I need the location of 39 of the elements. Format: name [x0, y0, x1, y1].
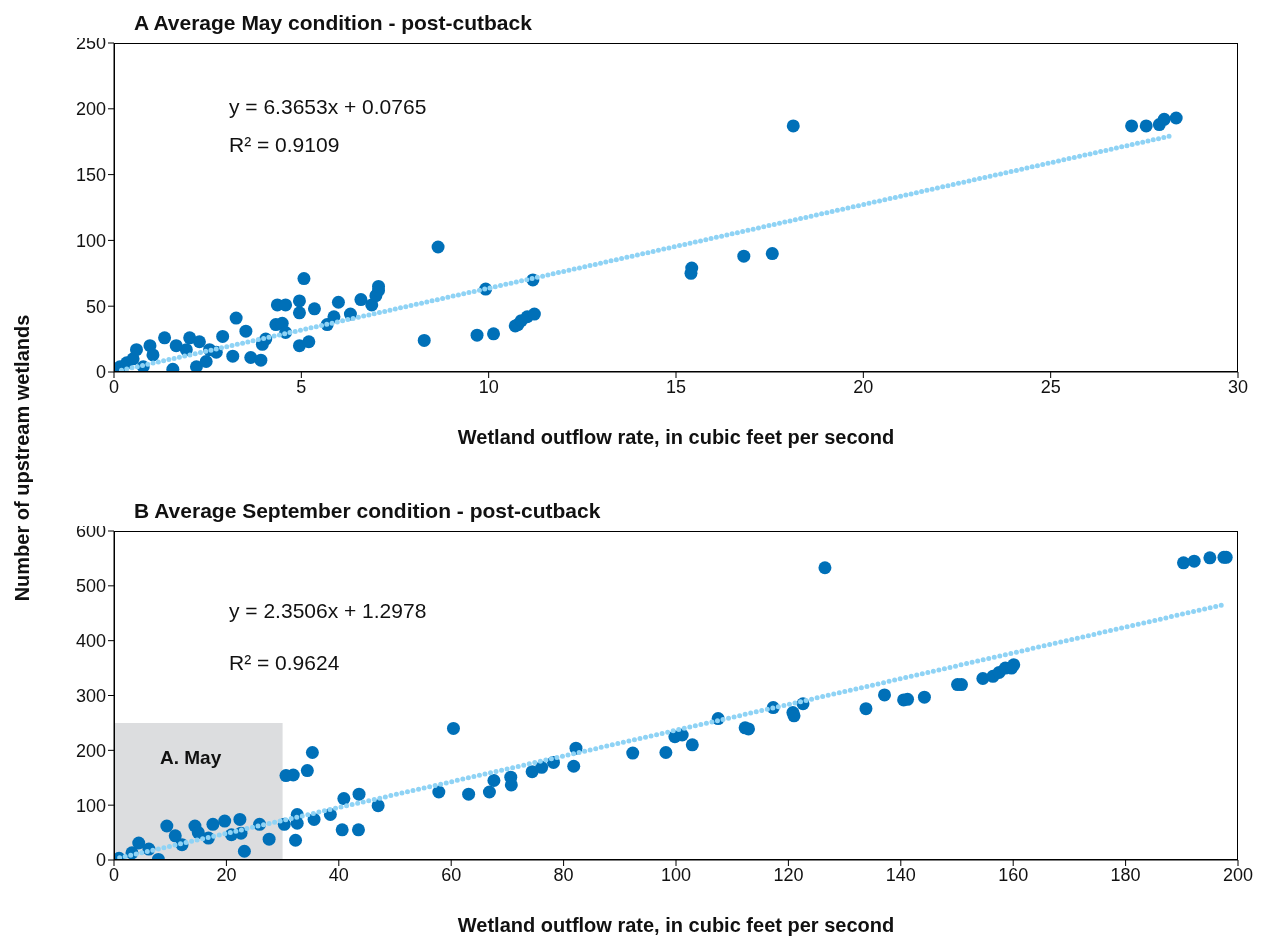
y-tick-label: 0	[95, 850, 106, 871]
x-tick-label: 120	[773, 864, 804, 885]
x-tick-label: 140	[885, 864, 916, 885]
x-axis-title: Wetland outflow rate, in cubic feet per second	[457, 426, 895, 448]
annotation: R² = 0.9624	[229, 651, 340, 675]
x-tick-label: 200	[1222, 864, 1254, 885]
annotation: y = 2.3506x + 1.2978	[229, 599, 427, 623]
y-tick-label: 200	[75, 740, 106, 761]
y-tick-label: 100	[75, 230, 106, 251]
x-tick-label: 60	[441, 864, 462, 885]
x-tick-label: 30	[1227, 376, 1249, 397]
x-tick-label: 20	[853, 376, 874, 397]
y-tick-label: 150	[75, 164, 106, 185]
y-tick-label: 100	[75, 795, 106, 816]
x-tick-label: 40	[328, 864, 349, 885]
x-tick-label: 80	[553, 864, 574, 885]
annotation: y = 6.3653x + 0.0765	[229, 95, 427, 119]
x-tick-label: 160	[998, 864, 1029, 885]
x-tick-label: 0	[108, 864, 120, 885]
chart-title: B Average September condition - post-cutback	[134, 499, 601, 522]
x-tick-label: 10	[478, 376, 499, 397]
x-tick-label: 180	[1110, 864, 1141, 885]
x-tick-label: 5	[296, 376, 307, 397]
chart-title: A Average May condition - post-cutback	[134, 11, 532, 34]
x-axis-title: Wetland outflow rate, in cubic feet per second	[457, 914, 895, 936]
y-tick-label: 300	[75, 685, 106, 706]
x-tick-label: 20	[216, 864, 237, 885]
annotation: R² = 0.9109	[229, 133, 340, 157]
x-tick-label: 15	[665, 376, 687, 397]
x-tick-label: 100	[660, 864, 692, 885]
band-label: A. May	[160, 747, 222, 769]
y-axis-title: Number of upstream wetlands	[10, 314, 34, 602]
y-tick-label: 200	[75, 99, 106, 120]
y-tick-label: 50	[85, 296, 106, 317]
y-tick-label: 400	[75, 631, 106, 652]
y-tick-label: 0	[95, 362, 106, 383]
x-tick-label: 0	[108, 376, 120, 397]
y-tick-label: 500	[75, 576, 106, 597]
x-tick-label: 25	[1040, 376, 1061, 397]
